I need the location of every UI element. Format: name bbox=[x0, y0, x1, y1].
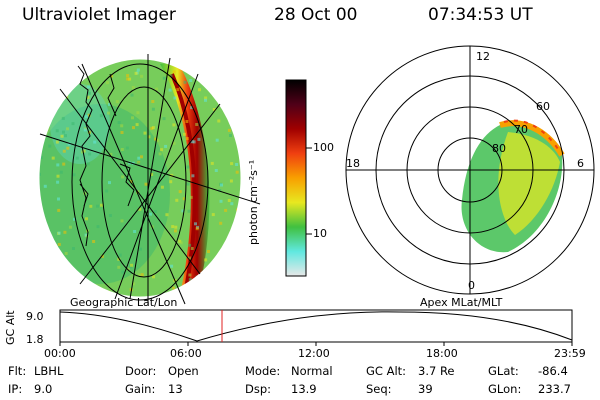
info-dsp-value: 13.9 bbox=[291, 382, 317, 396]
info-glat-label: GLat: bbox=[488, 364, 519, 378]
info-ip-label: IP: bbox=[8, 382, 23, 396]
apex-polar-plot: 12 18 6 0 60 70 80 bbox=[345, 45, 595, 295]
altitude-ylabel: GC Alt bbox=[4, 310, 17, 345]
info-gain-label: Gain: bbox=[125, 382, 156, 396]
info-flt-label: Flt: bbox=[8, 364, 27, 378]
auroral-emission-image bbox=[38, 58, 242, 298]
altitude-tick-9: 9.0 bbox=[26, 310, 44, 323]
mlat-label-60: 60 bbox=[536, 100, 550, 113]
colorbar-tick-10: 10 bbox=[313, 227, 327, 240]
info-glat-value: -86.4 bbox=[538, 364, 568, 378]
info-seq-label: Seq: bbox=[366, 382, 392, 396]
geographic-image-panel bbox=[36, 54, 261, 305]
observation-date: 28 Oct 00 bbox=[274, 5, 358, 25]
mlt-label-0: 0 bbox=[468, 279, 475, 292]
polar-emission-image bbox=[461, 119, 565, 253]
coastline-outline bbox=[77, 65, 135, 247]
apex-caption: Apex MLat/MLT bbox=[420, 296, 503, 309]
info-glon-label: GLon: bbox=[488, 382, 522, 396]
time-tick-0000: 00:00 bbox=[44, 347, 76, 360]
altitude-tick-1-8: 1.8 bbox=[26, 333, 44, 346]
instrument-title: Ultraviolet Imager bbox=[22, 5, 176, 25]
info-ip-value: 9.0 bbox=[34, 382, 53, 396]
info-gcalt-label: GC Alt: bbox=[366, 364, 407, 378]
altitude-curve bbox=[59, 311, 573, 342]
mlt-label-18: 18 bbox=[346, 157, 360, 170]
mlat-label-70: 70 bbox=[514, 123, 528, 136]
info-seq-value: 39 bbox=[418, 382, 433, 396]
info-dsp-label: Dsp: bbox=[245, 382, 272, 396]
polar-grid bbox=[345, 45, 595, 295]
time-tick-0600: 06:00 bbox=[170, 347, 202, 360]
mlt-label-6: 6 bbox=[577, 157, 584, 170]
geographic-caption: Geographic Lat/Lon bbox=[70, 296, 178, 309]
info-mode-value: Normal bbox=[291, 364, 333, 378]
time-tick-2359: 23:59 bbox=[554, 347, 586, 360]
colorbar bbox=[285, 79, 312, 277]
lat-lon-grid bbox=[39, 54, 261, 305]
colorbar-ramp bbox=[285, 79, 307, 277]
mlat-label-80: 80 bbox=[492, 142, 506, 155]
info-flt-value: LBHL bbox=[34, 364, 64, 378]
mlt-label-12: 12 bbox=[476, 50, 490, 63]
observation-time: 07:34:53 UT bbox=[428, 5, 533, 25]
altitude-x-ticks bbox=[59, 342, 573, 346]
altitude-plot bbox=[59, 309, 573, 346]
colorbar-unit-label: photon cm⁻²s⁻¹ bbox=[247, 159, 260, 245]
polar-labels: 12 18 6 0 60 70 80 bbox=[346, 50, 584, 292]
info-door-label: Door: bbox=[125, 364, 157, 378]
info-gain-value: 13 bbox=[168, 382, 183, 396]
info-glon-value: 233.7 bbox=[538, 382, 571, 396]
info-mode-label: Mode: bbox=[245, 364, 281, 378]
altitude-plot-frame bbox=[59, 309, 573, 343]
time-tick-1800: 18:00 bbox=[426, 347, 458, 360]
info-gcalt-value: 3.7 Re bbox=[418, 364, 455, 378]
time-tick-1200: 12:00 bbox=[298, 347, 330, 360]
colorbar-tick-100: 100 bbox=[313, 141, 334, 154]
info-door-value: Open bbox=[168, 364, 199, 378]
